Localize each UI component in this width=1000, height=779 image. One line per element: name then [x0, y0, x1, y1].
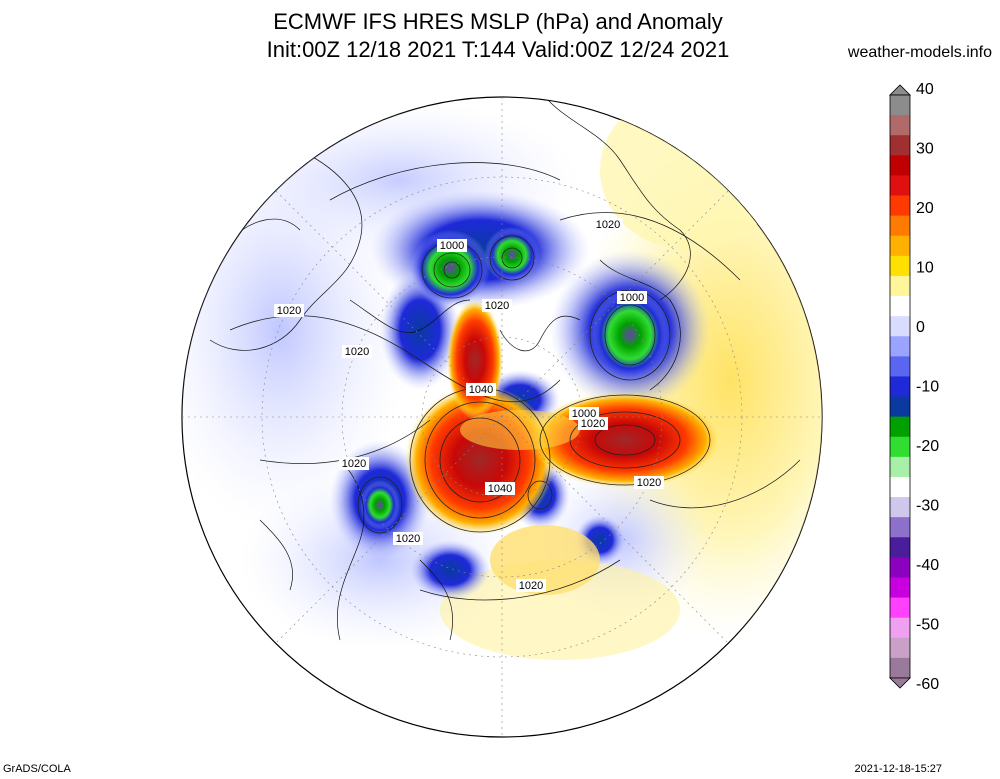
colorbar-tick-label: 30 [916, 141, 934, 158]
colorbar-swatch [890, 215, 910, 237]
colorbar-tick-label: -30 [916, 498, 939, 515]
colorbar-tick-label: 0 [916, 319, 925, 336]
footer-timestamp: 2021-12-18-15:27 [854, 763, 942, 775]
chart-title: ECMWF IFS HRES MSLP (hPa) and Anomaly [273, 9, 723, 34]
colorbar-top-arrow [889, 84, 911, 96]
colorbar-swatch [890, 175, 910, 197]
contour-label: 1020 [339, 457, 369, 470]
colorbar-swatch [890, 637, 910, 659]
colorbar-tick-label: -40 [916, 557, 939, 574]
svg-text:1000: 1000 [620, 292, 644, 304]
colorbar-swatch [890, 235, 910, 257]
contour-label: 1020 [634, 476, 664, 489]
colorbar-swatch [890, 115, 910, 136]
website-label: weather-models.info [847, 44, 992, 61]
contour-label: 1020 [482, 299, 512, 312]
colorbar-swatch [890, 376, 910, 398]
colorbar-bottom-arrow [889, 677, 911, 689]
colorbar-swatch [890, 336, 910, 357]
contour-label: 1020 [342, 345, 372, 358]
colorbar-swatch [890, 617, 910, 639]
contour-label: 1040 [485, 482, 515, 495]
contour-label: 1020 [593, 218, 623, 231]
colorbar-swatch [890, 135, 910, 156]
colorbar-tick-label: -60 [916, 676, 939, 693]
coastlines [209, 97, 691, 641]
chart-subtitle: Init:00Z 12/18 2021 T:144 Valid:00Z 12/2… [266, 37, 730, 62]
svg-text:1020: 1020 [519, 580, 543, 592]
svg-text:1040: 1040 [488, 483, 512, 495]
colorbar-swatch [890, 557, 910, 578]
colorbar-swatch [890, 436, 910, 458]
footer-credit: GrADS/COLA [3, 763, 71, 775]
svg-text:1040: 1040 [469, 384, 493, 396]
svg-text:1020: 1020 [342, 458, 366, 470]
contour-label: 1040 [466, 383, 496, 396]
contour-label: 1020 [274, 304, 304, 317]
colorbar-swatch [890, 456, 910, 478]
colorbar-tick-label: -50 [916, 617, 939, 634]
colorbar-swatch [890, 275, 910, 297]
colorbar-strip [889, 84, 911, 689]
colorbar-swatch [890, 95, 910, 116]
colorbar-labels: 40 30 20 10 0 -10 -20 -30 -40 -50 -60 [916, 81, 939, 693]
svg-text:1020: 1020 [345, 346, 369, 358]
svg-text:1020: 1020 [396, 533, 420, 545]
colorbar-tick-label: 10 [916, 260, 934, 277]
svg-text:1020: 1020 [277, 305, 301, 317]
contour-label: 1020 [393, 532, 423, 545]
colorbar-swatch [890, 155, 910, 176]
colorbar-swatch [890, 517, 910, 538]
contour-label-group: 1000 1020 1020 1000 1020 1020 1040 1000 … [274, 218, 664, 592]
colorbar-swatch [890, 396, 910, 418]
colorbar-tick-label: -10 [916, 379, 939, 396]
colorbar-swatch [890, 296, 910, 317]
colorbar-swatch [890, 195, 910, 217]
colorbar-swatch [890, 577, 910, 599]
svg-text:1000: 1000 [440, 240, 464, 252]
svg-text:1020: 1020 [485, 300, 509, 312]
colorbar-tick-label: -20 [916, 438, 939, 455]
colorbar-swatch [890, 537, 910, 558]
colorbar-tick-label: 40 [916, 81, 934, 98]
colorbar-swatch [890, 597, 910, 619]
contour-label: 1020 [578, 417, 608, 430]
colorbar-swatch [890, 356, 910, 377]
colorbar-swatch [890, 657, 910, 679]
contour-label: 1000 [617, 291, 647, 304]
contour-label: 1020 [516, 579, 546, 592]
svg-text:1020: 1020 [596, 219, 620, 231]
colorbar-swatch [890, 497, 910, 518]
colorbar-swatch [890, 476, 910, 498]
colorbar-swatch [890, 416, 910, 438]
contour-label: 1000 [437, 239, 467, 252]
colorbar-swatch [890, 255, 910, 277]
colorbar-tick-label: 20 [916, 200, 934, 217]
svg-text:1020: 1020 [637, 477, 661, 489]
svg-text:1020: 1020 [581, 418, 605, 430]
colorbar-swatch [890, 316, 910, 337]
